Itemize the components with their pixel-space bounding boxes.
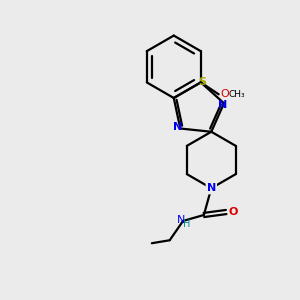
Text: N: N [207, 183, 216, 193]
Text: H: H [183, 220, 190, 230]
Text: O: O [228, 207, 237, 217]
Text: S: S [198, 77, 206, 87]
Text: N: N [173, 122, 182, 132]
Text: CH₃: CH₃ [229, 90, 245, 99]
Text: O: O [221, 89, 230, 99]
Text: N: N [176, 215, 185, 225]
Text: N: N [218, 100, 227, 110]
